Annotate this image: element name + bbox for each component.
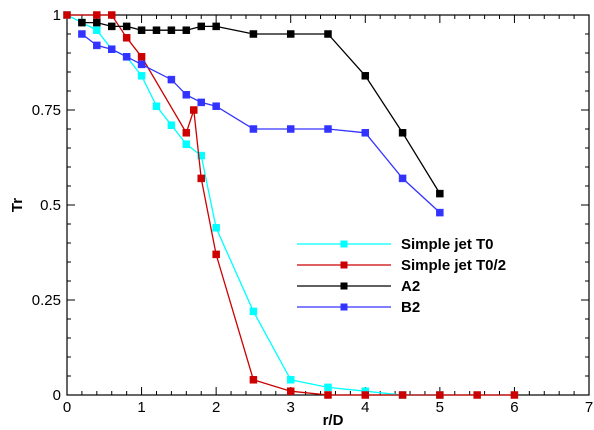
legend-label: A2 — [401, 278, 420, 295]
legend-entry: Simple jet T0/2 — [297, 257, 506, 274]
data-point-marker — [137, 72, 146, 80]
x-tick-label: 0 — [63, 399, 71, 416]
data-point-marker — [190, 106, 198, 114]
y-tick-label: 0.75 — [32, 102, 61, 119]
data-point-marker — [167, 75, 176, 84]
legend-label: Simple jet T0 — [401, 236, 494, 253]
legend-marker — [340, 282, 348, 290]
data-point-marker — [286, 387, 295, 395]
data-point-marker — [137, 60, 146, 69]
data-point-marker — [398, 129, 407, 137]
y-tick-label: 0.25 — [32, 292, 61, 309]
data-point-marker — [436, 208, 444, 217]
data-point-marker — [152, 102, 161, 110]
series-line — [81, 33, 441, 214]
data-point-marker — [324, 391, 332, 399]
series-layer — [63, 11, 519, 399]
data-point-marker — [436, 189, 444, 198]
data-point-marker — [122, 22, 131, 31]
plot-frame — [66, 14, 590, 396]
data-point-marker — [286, 125, 295, 133]
data-point-marker — [78, 18, 86, 27]
series-line — [67, 14, 515, 396]
data-point-marker — [182, 91, 191, 99]
data-point-marker — [212, 22, 220, 31]
data-point-marker — [197, 174, 205, 183]
legend-entry: A2 — [297, 278, 420, 295]
data-point-marker — [286, 30, 295, 38]
x-axis-title: r/D — [323, 412, 344, 429]
legend-label: B2 — [401, 299, 420, 316]
legend-label: Simple jet T0/2 — [401, 257, 506, 274]
axis-ticks: 0 1 2 3 4 5 6 7 0 0.25 0.5 0.75 1 — [32, 7, 593, 416]
legend-marker — [340, 303, 348, 311]
data-point-marker — [182, 26, 191, 34]
data-point-marker — [473, 391, 481, 399]
data-point-marker — [324, 30, 332, 38]
series-2 — [63, 11, 519, 399]
data-point-marker — [93, 11, 101, 19]
x-tick-label: 1 — [137, 399, 145, 416]
data-point-marker — [398, 391, 407, 399]
x-tick-label: 6 — [510, 399, 518, 416]
data-point-marker — [249, 30, 258, 38]
y-axis-title: Tr — [9, 198, 26, 212]
data-point-marker — [436, 391, 444, 399]
legend-marker — [340, 261, 348, 269]
data-point-marker — [249, 125, 258, 133]
data-point-marker — [93, 41, 101, 50]
data-point-marker — [361, 129, 370, 137]
legend-entry: Simple jet T0 — [297, 236, 494, 253]
data-point-marker — [249, 307, 258, 316]
data-point-marker — [510, 391, 519, 399]
y-tick-label: 1 — [53, 7, 61, 24]
data-point-marker — [107, 22, 116, 31]
legend: Simple jet T0 Simple jet T0/2 A2 B2 — [297, 236, 506, 316]
series-1 — [63, 11, 444, 399]
x-tick-label: 3 — [287, 399, 295, 416]
data-point-marker — [361, 391, 370, 399]
data-point-marker — [78, 30, 86, 38]
data-point-marker — [286, 376, 295, 384]
x-tick-label: 5 — [436, 399, 444, 416]
data-point-marker — [122, 53, 131, 61]
data-point-marker — [152, 26, 161, 34]
data-point-marker — [167, 121, 176, 129]
data-point-marker — [249, 376, 258, 384]
data-point-marker — [137, 53, 146, 61]
data-point-marker — [324, 125, 332, 133]
data-point-marker — [107, 45, 116, 53]
data-point-marker — [212, 102, 220, 110]
data-point-marker — [137, 26, 146, 34]
legend-marker — [340, 240, 348, 248]
data-point-marker — [182, 140, 191, 148]
data-point-marker — [93, 18, 101, 27]
data-point-marker — [212, 224, 220, 232]
legend-entry: B2 — [297, 299, 420, 316]
data-point-marker — [324, 383, 332, 392]
plot-area-border — [66, 14, 590, 396]
y-tick-label: 0 — [53, 387, 61, 404]
series-line — [81, 21, 441, 194]
data-point-marker — [167, 26, 176, 34]
data-point-marker — [197, 98, 205, 107]
series-3 — [78, 18, 444, 198]
data-point-marker — [93, 26, 101, 34]
series-4 — [78, 30, 444, 217]
data-point-marker — [63, 11, 71, 19]
x-tick-label: 4 — [361, 399, 369, 416]
data-point-marker — [212, 250, 220, 259]
data-point-marker — [197, 22, 205, 31]
series-line — [66, 14, 440, 396]
data-point-marker — [197, 151, 205, 160]
x-tick-label: 7 — [585, 399, 593, 416]
data-point-marker — [182, 129, 191, 137]
data-point-marker — [361, 72, 370, 80]
x-tick-label: 2 — [212, 399, 220, 416]
data-point-marker — [107, 11, 116, 19]
data-point-marker — [398, 174, 407, 183]
y-tick-label: 0.5 — [40, 197, 61, 214]
data-point-marker — [122, 34, 131, 42]
